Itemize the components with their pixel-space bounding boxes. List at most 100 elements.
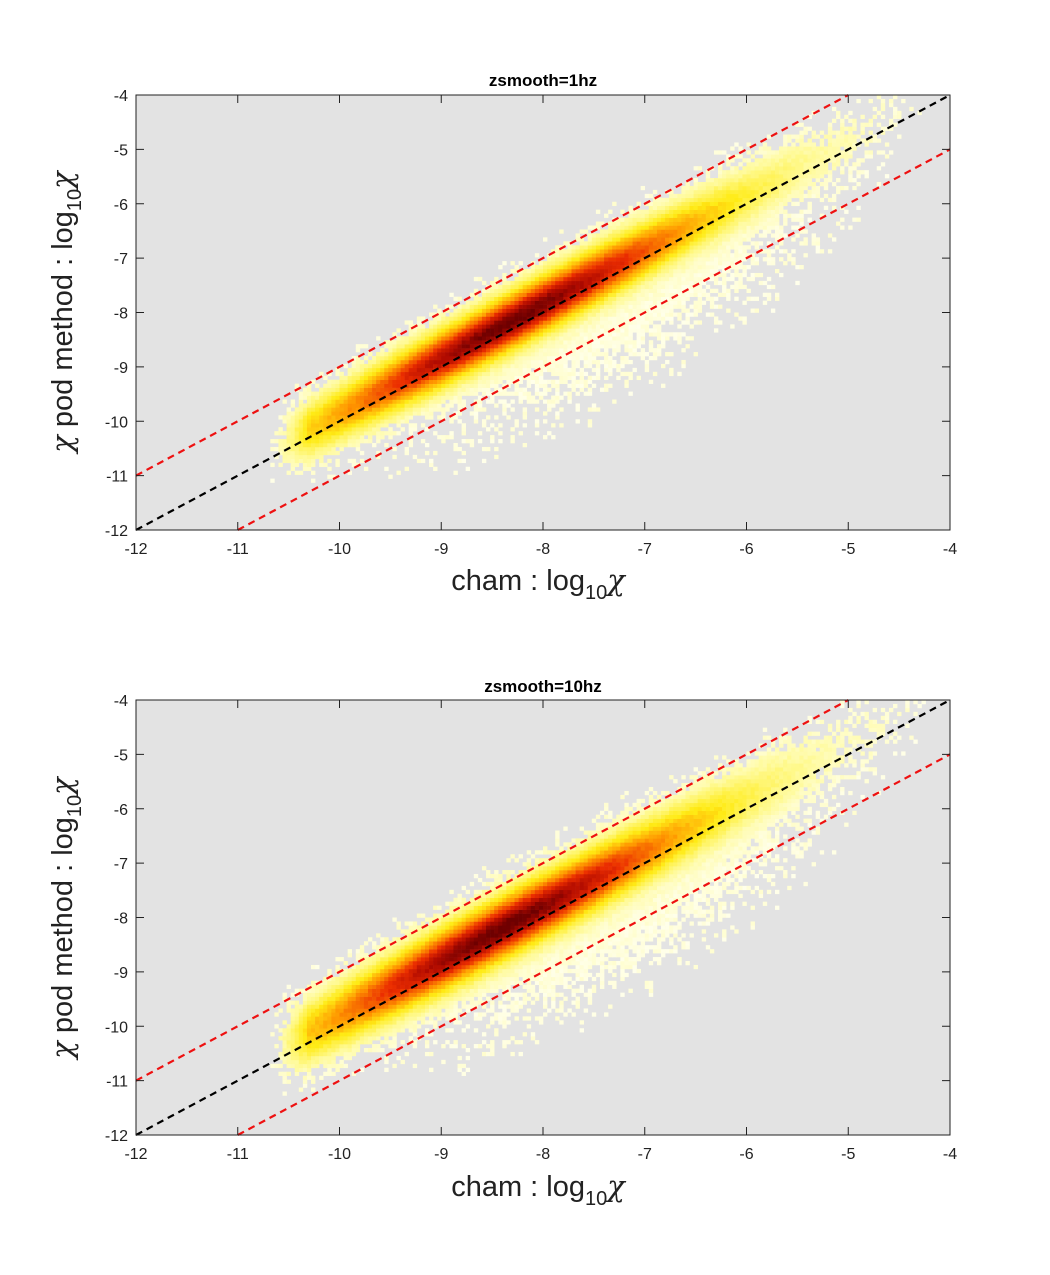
heatmap-cell bbox=[587, 332, 593, 337]
heatmap-cell bbox=[490, 356, 495, 361]
heatmap-cell bbox=[587, 296, 593, 301]
heatmap-cell bbox=[722, 174, 727, 179]
heatmap-cell bbox=[494, 383, 499, 388]
heatmap-cell bbox=[461, 387, 466, 392]
heatmap-cell bbox=[754, 162, 760, 167]
y-tick-label: -10 bbox=[105, 414, 128, 431]
heatmap-cell bbox=[351, 984, 357, 989]
heatmap-cell bbox=[510, 375, 515, 381]
heatmap-cell bbox=[604, 359, 609, 365]
heatmap-cell bbox=[335, 462, 340, 468]
heatmap-cell bbox=[392, 1063, 397, 1069]
heatmap-cell bbox=[343, 431, 348, 436]
heatmap-cell bbox=[319, 371, 324, 377]
heatmap-cell bbox=[473, 356, 479, 361]
heatmap-cell bbox=[583, 308, 589, 313]
heatmap-cell bbox=[445, 403, 450, 408]
heatmap-cell bbox=[722, 265, 727, 270]
heatmap-cell bbox=[384, 395, 389, 400]
heatmap-cell bbox=[705, 193, 711, 199]
heatmap-cell bbox=[400, 992, 405, 997]
heatmap-cell bbox=[412, 367, 418, 373]
heatmap-cell bbox=[469, 336, 475, 341]
heatmap-cell bbox=[774, 193, 780, 199]
heatmap-cell bbox=[486, 316, 491, 321]
heatmap-cell bbox=[640, 229, 646, 234]
heatmap-cell bbox=[766, 134, 772, 139]
heatmap-cell bbox=[567, 269, 572, 274]
heatmap-cell bbox=[319, 1028, 324, 1033]
heatmap-cell bbox=[335, 1036, 340, 1041]
heatmap-cell bbox=[632, 276, 637, 282]
heatmap-cell bbox=[331, 379, 336, 384]
heatmap-cell bbox=[311, 1008, 316, 1013]
heatmap-cell bbox=[738, 146, 743, 151]
heatmap-cell bbox=[490, 352, 495, 357]
heatmap-cell bbox=[359, 439, 365, 444]
heatmap-cell bbox=[457, 340, 462, 345]
heatmap-cell bbox=[693, 284, 698, 290]
heatmap-cell bbox=[787, 182, 792, 187]
heatmap-cell bbox=[762, 150, 768, 155]
heatmap-cell bbox=[864, 154, 869, 159]
heatmap-cell bbox=[665, 288, 670, 294]
heatmap-cell bbox=[457, 320, 462, 325]
heatmap-cell bbox=[575, 308, 580, 313]
heatmap-cell bbox=[518, 340, 523, 345]
heatmap-cell bbox=[538, 395, 544, 400]
heatmap-cell bbox=[490, 375, 495, 381]
heatmap-cell bbox=[571, 367, 576, 373]
heatmap-cell bbox=[372, 363, 377, 369]
heatmap-cell bbox=[689, 280, 694, 286]
heatmap-cell bbox=[624, 296, 629, 301]
heatmap-cell bbox=[799, 162, 804, 167]
heatmap-cell bbox=[791, 201, 796, 207]
heatmap-cell bbox=[510, 292, 515, 297]
heatmap-cell bbox=[392, 352, 397, 357]
heatmap-cell bbox=[412, 332, 418, 337]
heatmap-cell bbox=[514, 375, 519, 381]
heatmap-cell bbox=[522, 407, 528, 412]
heatmap-cell bbox=[335, 992, 340, 997]
heatmap-cell bbox=[644, 316, 650, 321]
heatmap-cell bbox=[543, 292, 548, 297]
heatmap-cell bbox=[331, 1008, 336, 1013]
heatmap-cell bbox=[396, 375, 401, 381]
heatmap-cell bbox=[730, 233, 735, 238]
heatmap-cell bbox=[628, 205, 633, 210]
heatmap-cell bbox=[327, 996, 332, 1001]
heatmap-cell bbox=[661, 336, 666, 341]
heatmap-cell bbox=[412, 328, 418, 333]
heatmap-cell bbox=[632, 367, 637, 373]
heatmap-cell bbox=[656, 308, 662, 313]
heatmap-cell bbox=[640, 237, 646, 242]
heatmap-cell bbox=[595, 312, 601, 317]
heatmap-cell bbox=[705, 201, 711, 207]
heatmap-cell bbox=[282, 1032, 287, 1037]
heatmap-cell bbox=[392, 1024, 397, 1029]
heatmap-cell bbox=[616, 253, 621, 258]
heatmap-cell bbox=[315, 964, 320, 970]
heatmap-cell bbox=[453, 332, 458, 337]
heatmap-cell bbox=[787, 138, 792, 143]
heatmap-cell bbox=[673, 253, 678, 258]
heatmap-cell bbox=[510, 308, 515, 313]
heatmap-cell bbox=[465, 300, 471, 305]
heatmap-cell bbox=[323, 439, 328, 444]
heatmap-cell bbox=[461, 356, 466, 361]
heatmap-cell bbox=[848, 142, 853, 147]
heatmap-cell bbox=[343, 996, 348, 1001]
heatmap-cell bbox=[376, 439, 381, 444]
heatmap-cell bbox=[449, 356, 454, 361]
heatmap-cell bbox=[311, 1028, 316, 1033]
heatmap-cell bbox=[766, 201, 772, 207]
heatmap-cell bbox=[506, 363, 511, 369]
heatmap-cell bbox=[591, 292, 597, 297]
heatmap-cell bbox=[457, 387, 462, 392]
heatmap-cell bbox=[294, 1028, 300, 1033]
heatmap-cell bbox=[673, 217, 678, 222]
heatmap-cell bbox=[917, 110, 922, 116]
heatmap-cell bbox=[742, 185, 747, 191]
panel-2-title: zsmooth=10hz bbox=[484, 677, 602, 696]
heatmap-cell bbox=[722, 170, 727, 175]
